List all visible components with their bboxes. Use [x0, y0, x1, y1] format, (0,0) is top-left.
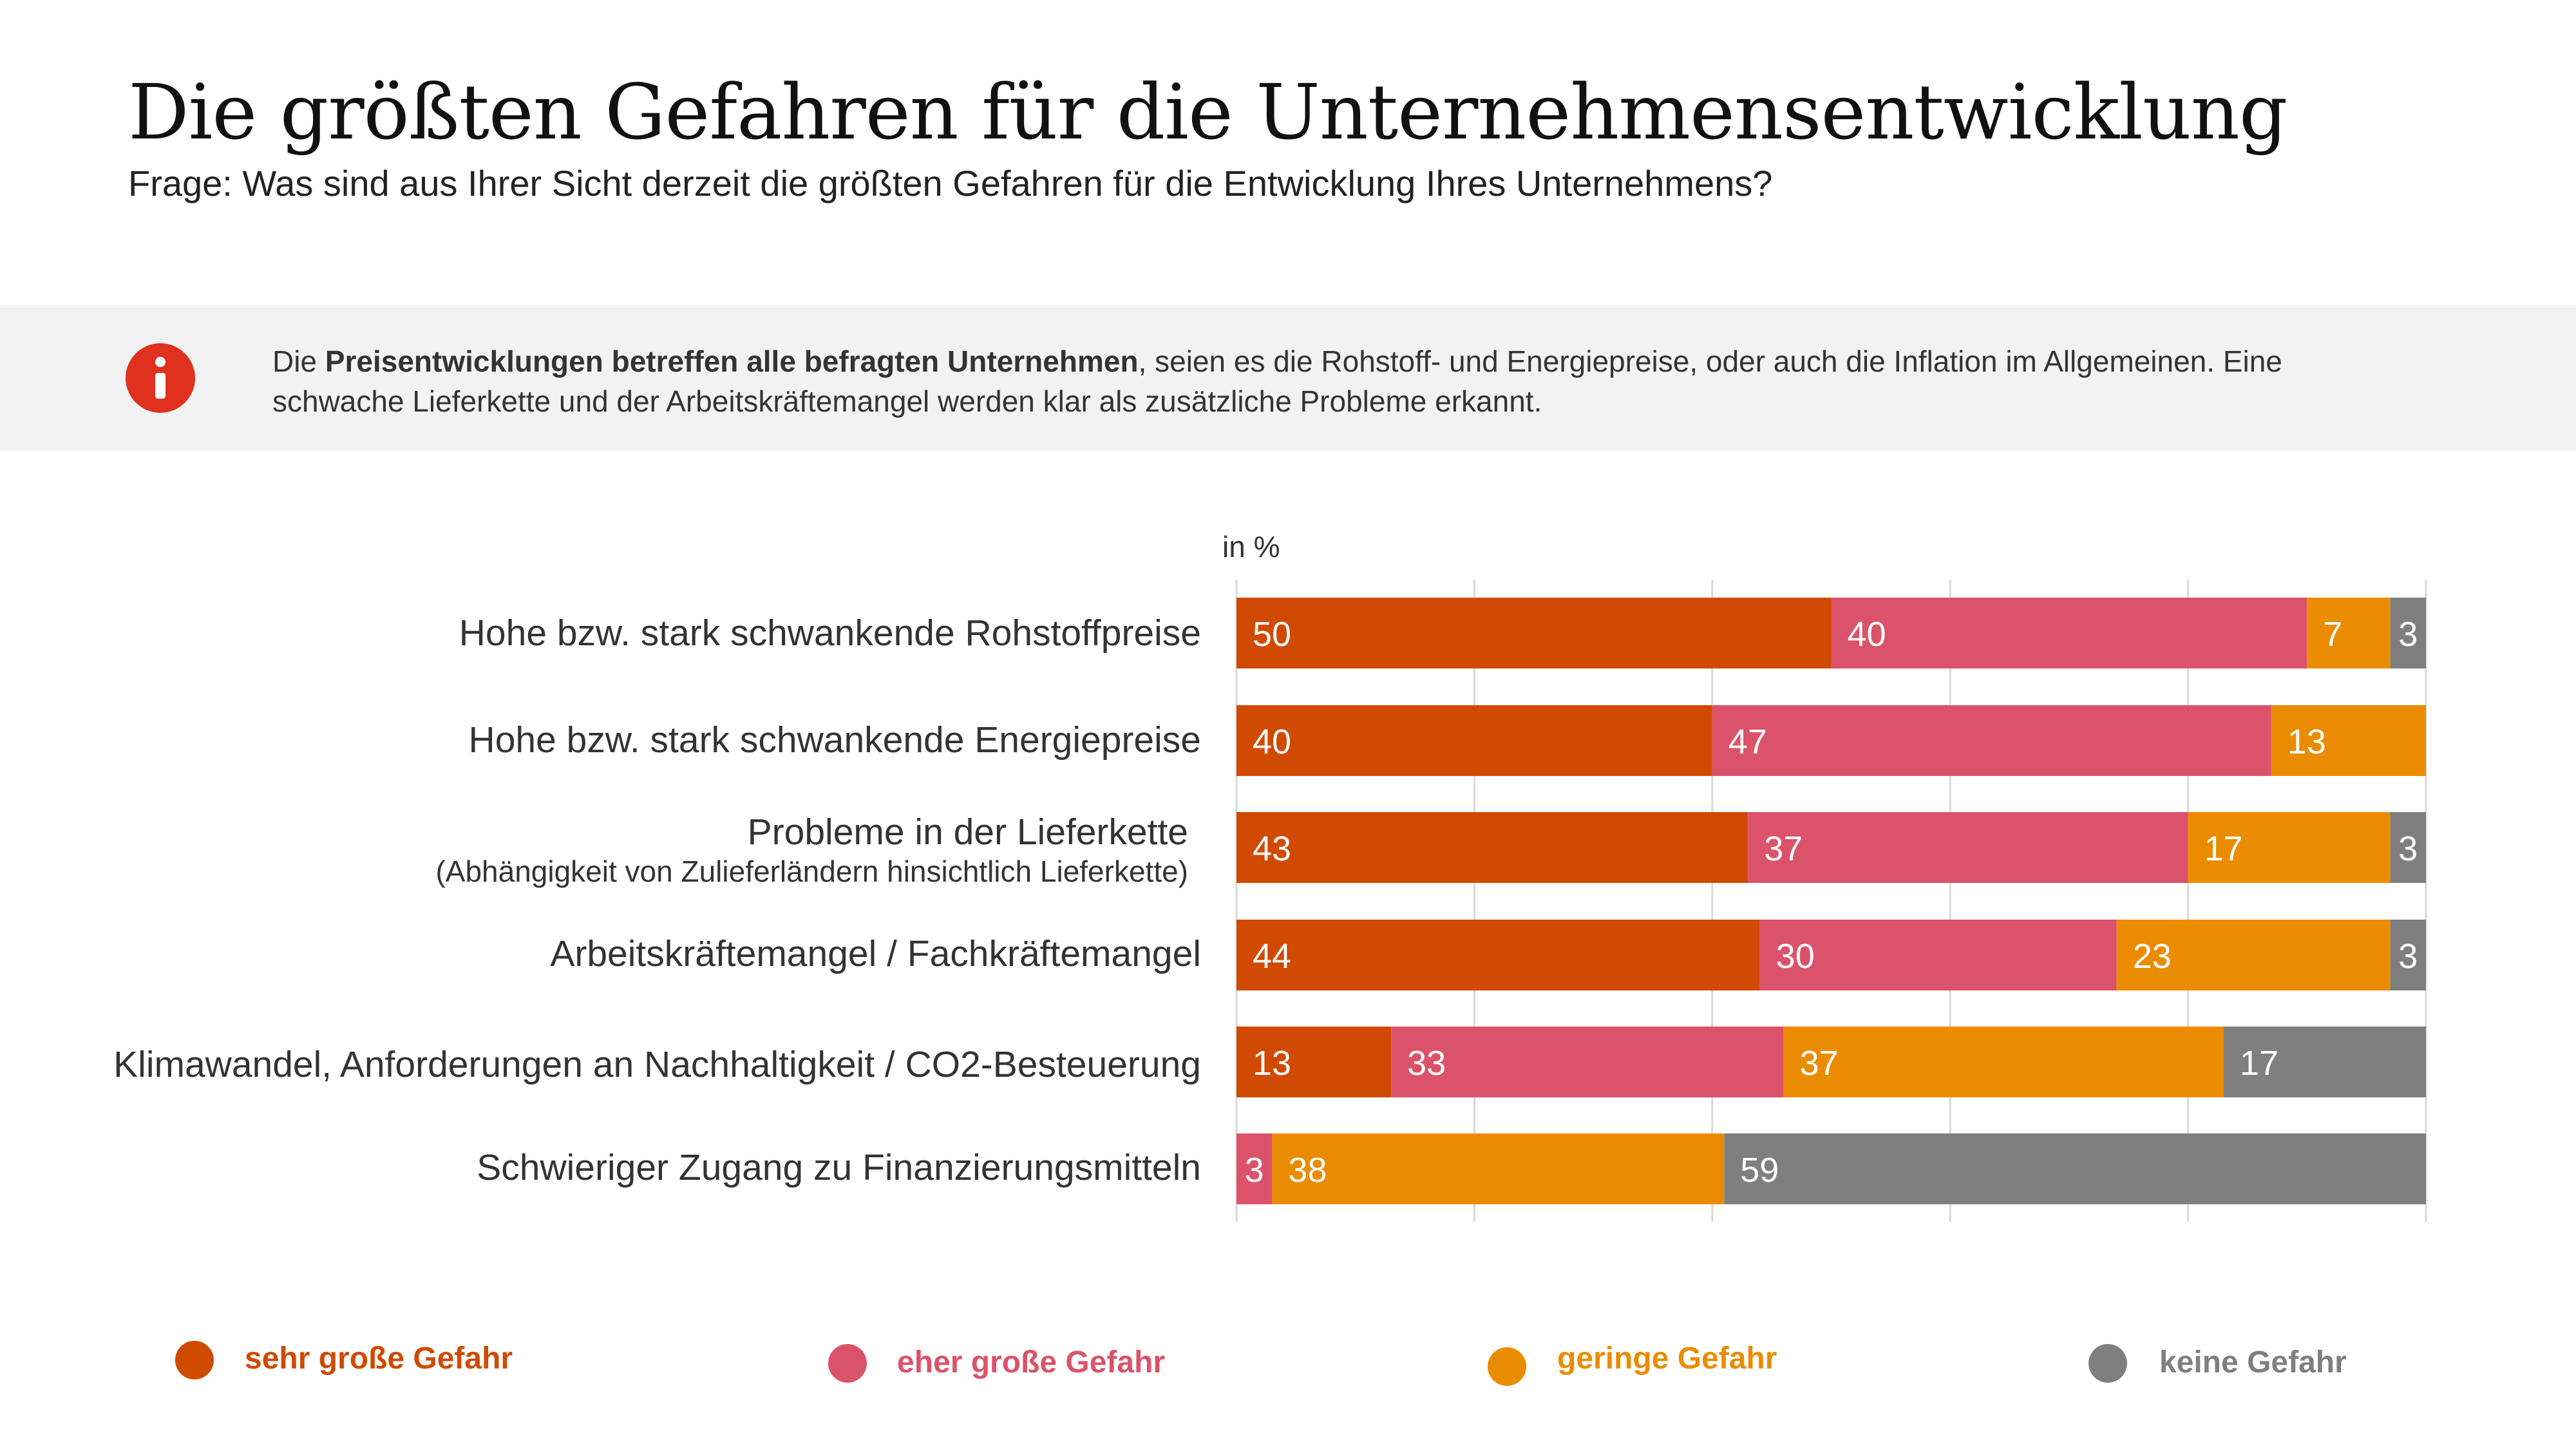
- category-label: Arbeitskräftemangel / Fachkräftemangel: [550, 933, 1201, 974]
- legend-dot-geringe: [1488, 1347, 1526, 1386]
- data-label: 3: [2398, 829, 2418, 868]
- bar-segment-keine: [2224, 1027, 2426, 1097]
- bar-segment-geringe: [1783, 1027, 2224, 1097]
- bar-segment-geringe: [2116, 920, 2391, 990]
- bar-segment-eher: [1391, 1027, 1784, 1097]
- data-label: 40: [1848, 615, 1886, 654]
- data-label: 17: [2240, 1044, 2278, 1083]
- bar-segment-keine: [2390, 598, 2426, 668]
- bar-segment-sehr: [1236, 812, 1748, 883]
- category-label: Probleme in der Lieferkette: [747, 811, 1188, 853]
- bar-segment-eher: [1759, 920, 2117, 990]
- grid-lines: [1235, 580, 2427, 1222]
- legend-label-geringe: geringe Gefahr: [1557, 1341, 1777, 1376]
- info-icon: [126, 343, 195, 413]
- data-label: 37: [1800, 1044, 1839, 1083]
- data-label: 40: [1253, 723, 1291, 761]
- data-label: 23: [2133, 937, 2172, 976]
- data-labels: 50 40 7 3 40 47 13 43 37 17 3 44 30 23 3 13 33 37 17 3 38 59: [1245, 615, 2418, 1189]
- bar-segment-geringe: [2188, 812, 2391, 883]
- info-text-rest: , seien es die Rohstoff- und Energieprei…: [272, 345, 2282, 418]
- info-icon-dot: [155, 357, 166, 367]
- bar-segment-sehr: [1236, 598, 1832, 668]
- bar-segment-geringe: [1272, 1133, 1725, 1204]
- legend-dot-eher: [828, 1344, 867, 1383]
- bar-segment-sehr: [1236, 920, 1760, 990]
- data-label: 43: [1253, 829, 1291, 868]
- legend-dot-sehr: [175, 1341, 214, 1379]
- data-label: 3: [2398, 937, 2418, 976]
- category-label: Hohe bzw. stark schwankende Rohstoffprei…: [459, 612, 1201, 654]
- legend-label-keine: keine Gefahr: [2159, 1345, 2347, 1379]
- bar-segment-keine: [2390, 812, 2426, 883]
- info-text-bold: Preisentwicklungen betreffen alle befrag…: [325, 345, 1139, 378]
- data-label: 13: [2287, 723, 2326, 761]
- page-title: Die größten Gefahren für die Unternehmen…: [128, 68, 2287, 156]
- bars: [1236, 598, 2426, 1204]
- category-note: (Abhängigkeit von Zulieferländern hinsic…: [435, 855, 1188, 888]
- info-text-prefix: Die: [272, 345, 325, 378]
- category-label: Hohe bzw. stark schwankende Energiepreis…: [468, 719, 1201, 761]
- data-label: 37: [1764, 829, 1803, 868]
- bar-segment-eher: [1748, 812, 2188, 883]
- info-box: [0, 305, 2576, 451]
- legend-label-sehr: sehr große Gefahr: [245, 1341, 513, 1376]
- data-label: 17: [2204, 829, 2243, 868]
- data-label: 50: [1253, 615, 1291, 654]
- data-label: 3: [1245, 1151, 1264, 1189]
- info-icon-stem: [155, 373, 166, 399]
- data-label: 13: [1253, 1044, 1291, 1083]
- data-label: 33: [1407, 1044, 1446, 1083]
- bar-segment-sehr: [1236, 1027, 1392, 1097]
- data-label: 38: [1288, 1151, 1327, 1189]
- bar-segment-geringe: [2271, 705, 2426, 776]
- data-label: 47: [1728, 723, 1767, 761]
- bar-segment-geringe: [2307, 598, 2391, 668]
- legend-label-eher: eher große Gefahr: [897, 1345, 1166, 1379]
- bar-segment-eher: [1831, 598, 2307, 668]
- page-subtitle: Frage: Was sind aus Ihrer Sicht derzeit …: [128, 163, 1773, 204]
- data-label: 44: [1253, 937, 1291, 976]
- bar-segment-eher: [1712, 705, 2271, 776]
- legend-dot-keine: [2088, 1344, 2127, 1383]
- data-label: 7: [2323, 615, 2342, 654]
- bar-segment-eher: [1236, 1133, 1273, 1204]
- data-label: 3: [2398, 615, 2418, 654]
- data-label: 30: [1776, 937, 1815, 976]
- category-label: Schwieriger Zugang zu Finanzierungsmitte…: [477, 1147, 1201, 1188]
- category-label: Klimawandel, Anforderungen an Nachhaltig…: [113, 1044, 1201, 1085]
- bar-segment-keine: [2390, 920, 2426, 990]
- unit-label: in %: [1222, 530, 1280, 564]
- info-text: Die Preisentwicklungen betreffen alle be…: [272, 341, 2398, 421]
- bar-segment-sehr: [1236, 705, 1712, 776]
- data-label: 59: [1740, 1151, 1779, 1189]
- bar-segment-keine: [1724, 1133, 2426, 1204]
